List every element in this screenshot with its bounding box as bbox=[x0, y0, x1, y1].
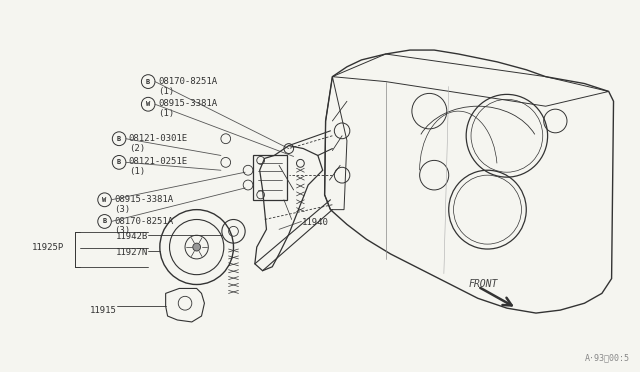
Text: (1): (1) bbox=[129, 167, 145, 176]
Text: (3): (3) bbox=[115, 227, 131, 235]
Circle shape bbox=[193, 243, 200, 251]
Text: 11927N: 11927N bbox=[116, 248, 148, 257]
Text: (1): (1) bbox=[158, 109, 174, 118]
Text: (3): (3) bbox=[115, 205, 131, 214]
Text: A·93⁄00:5: A·93⁄00:5 bbox=[584, 353, 630, 362]
Text: B: B bbox=[102, 218, 107, 224]
Text: 08121-0251E: 08121-0251E bbox=[129, 157, 188, 166]
Text: B: B bbox=[146, 78, 150, 84]
Text: B: B bbox=[117, 159, 121, 166]
Text: FRONT: FRONT bbox=[468, 279, 497, 289]
Text: 11915: 11915 bbox=[90, 306, 117, 315]
Text: 08121-0301E: 08121-0301E bbox=[129, 134, 188, 143]
Text: 11925P: 11925P bbox=[32, 243, 64, 252]
Text: (1): (1) bbox=[158, 87, 174, 96]
Text: 08170-8251A: 08170-8251A bbox=[158, 77, 217, 86]
Text: 08170-8251A: 08170-8251A bbox=[115, 217, 173, 225]
Text: 11940: 11940 bbox=[301, 218, 328, 227]
Text: B: B bbox=[117, 136, 121, 142]
Text: 11942B: 11942B bbox=[116, 232, 148, 241]
Text: W: W bbox=[146, 101, 150, 107]
Text: 08915-3381A: 08915-3381A bbox=[158, 99, 217, 108]
Text: (2): (2) bbox=[129, 144, 145, 153]
Text: 08915-3381A: 08915-3381A bbox=[115, 195, 173, 204]
Text: W: W bbox=[102, 197, 107, 203]
